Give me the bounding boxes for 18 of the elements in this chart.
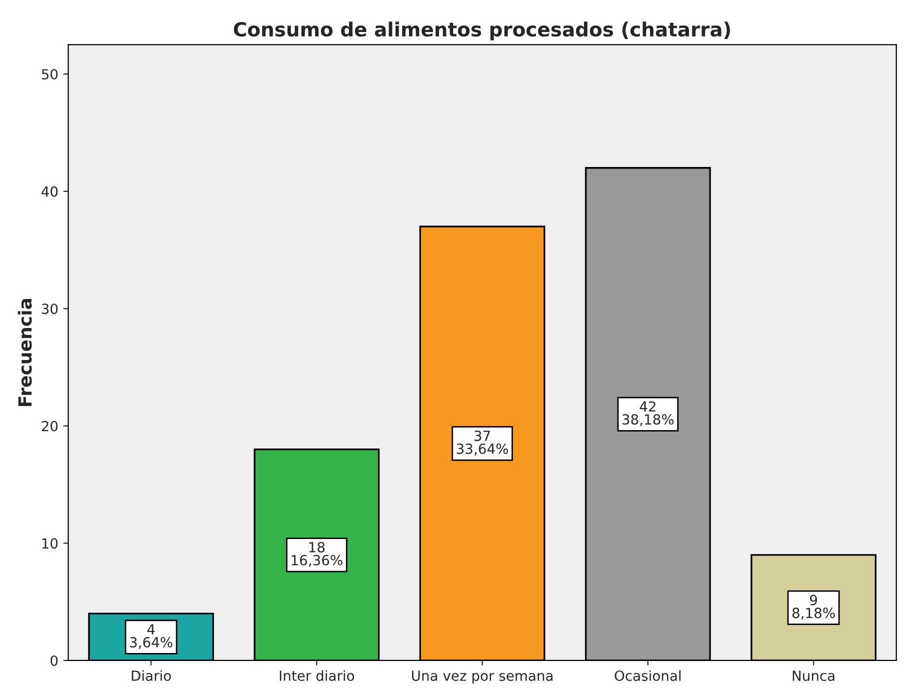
x-tick-label: Diario — [132, 670, 171, 681]
x-tick-label: Inter diario — [280, 670, 354, 681]
y-tick-label: 0 — [50, 655, 58, 666]
x-tick-label: Nunca — [792, 670, 834, 681]
data-label: 9 8,18% — [792, 594, 835, 620]
y-tick-label: 20 — [42, 420, 58, 432]
data-label: 42 38,18% — [622, 401, 674, 426]
y-tick-label: 40 — [42, 186, 58, 197]
y-tick-label: 10 — [42, 538, 58, 549]
data-label: 18 16,36% — [292, 542, 342, 567]
chart-title: Consumo de alimentos procesados (chatarra) — [234, 22, 730, 40]
x-tick-label: Ocasional — [614, 670, 681, 681]
data-label: 4 3,64% — [130, 624, 172, 649]
y-tick-label: 50 — [42, 69, 58, 80]
x-tick-label: Una vez por semana — [412, 670, 553, 684]
y-tick-label: 30 — [42, 304, 58, 314]
y-axis-title: Frecuencia — [18, 298, 32, 406]
data-label: 37 33,64% — [456, 430, 508, 456]
